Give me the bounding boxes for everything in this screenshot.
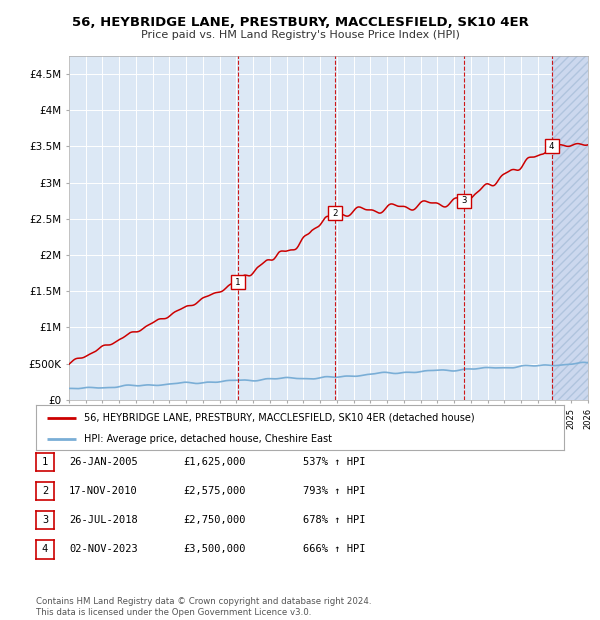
Text: 26-JAN-2005: 26-JAN-2005 <box>69 457 138 467</box>
Text: £2,575,000: £2,575,000 <box>183 486 245 496</box>
Text: HPI: Average price, detached house, Cheshire East: HPI: Average price, detached house, Ches… <box>83 434 332 444</box>
Text: 2: 2 <box>332 209 338 218</box>
Text: 793% ↑ HPI: 793% ↑ HPI <box>303 486 365 496</box>
Text: Contains HM Land Registry data © Crown copyright and database right 2024.
This d: Contains HM Land Registry data © Crown c… <box>36 598 371 617</box>
Text: £1,625,000: £1,625,000 <box>183 457 245 467</box>
Text: 3: 3 <box>461 196 466 205</box>
Text: 17-NOV-2010: 17-NOV-2010 <box>69 486 138 496</box>
Text: 666% ↑ HPI: 666% ↑ HPI <box>303 544 365 554</box>
Text: 02-NOV-2023: 02-NOV-2023 <box>69 544 138 554</box>
Bar <box>551 56 588 400</box>
Text: 2: 2 <box>42 486 48 496</box>
Text: Price paid vs. HM Land Registry's House Price Index (HPI): Price paid vs. HM Land Registry's House … <box>140 30 460 40</box>
Text: 1: 1 <box>42 457 48 467</box>
Text: 3: 3 <box>42 515 48 525</box>
Text: £2,750,000: £2,750,000 <box>183 515 245 525</box>
Bar <box>551 56 588 400</box>
Text: 56, HEYBRIDGE LANE, PRESTBURY, MACCLESFIELD, SK10 4ER (detached house): 56, HEYBRIDGE LANE, PRESTBURY, MACCLESFI… <box>83 412 474 423</box>
Text: £3,500,000: £3,500,000 <box>183 544 245 554</box>
Text: 26-JUL-2018: 26-JUL-2018 <box>69 515 138 525</box>
Text: 1: 1 <box>235 278 240 286</box>
Text: 678% ↑ HPI: 678% ↑ HPI <box>303 515 365 525</box>
Text: 537% ↑ HPI: 537% ↑ HPI <box>303 457 365 467</box>
Text: 4: 4 <box>549 142 554 151</box>
Text: 4: 4 <box>42 544 48 554</box>
Text: 56, HEYBRIDGE LANE, PRESTBURY, MACCLESFIELD, SK10 4ER: 56, HEYBRIDGE LANE, PRESTBURY, MACCLESFI… <box>71 16 529 29</box>
